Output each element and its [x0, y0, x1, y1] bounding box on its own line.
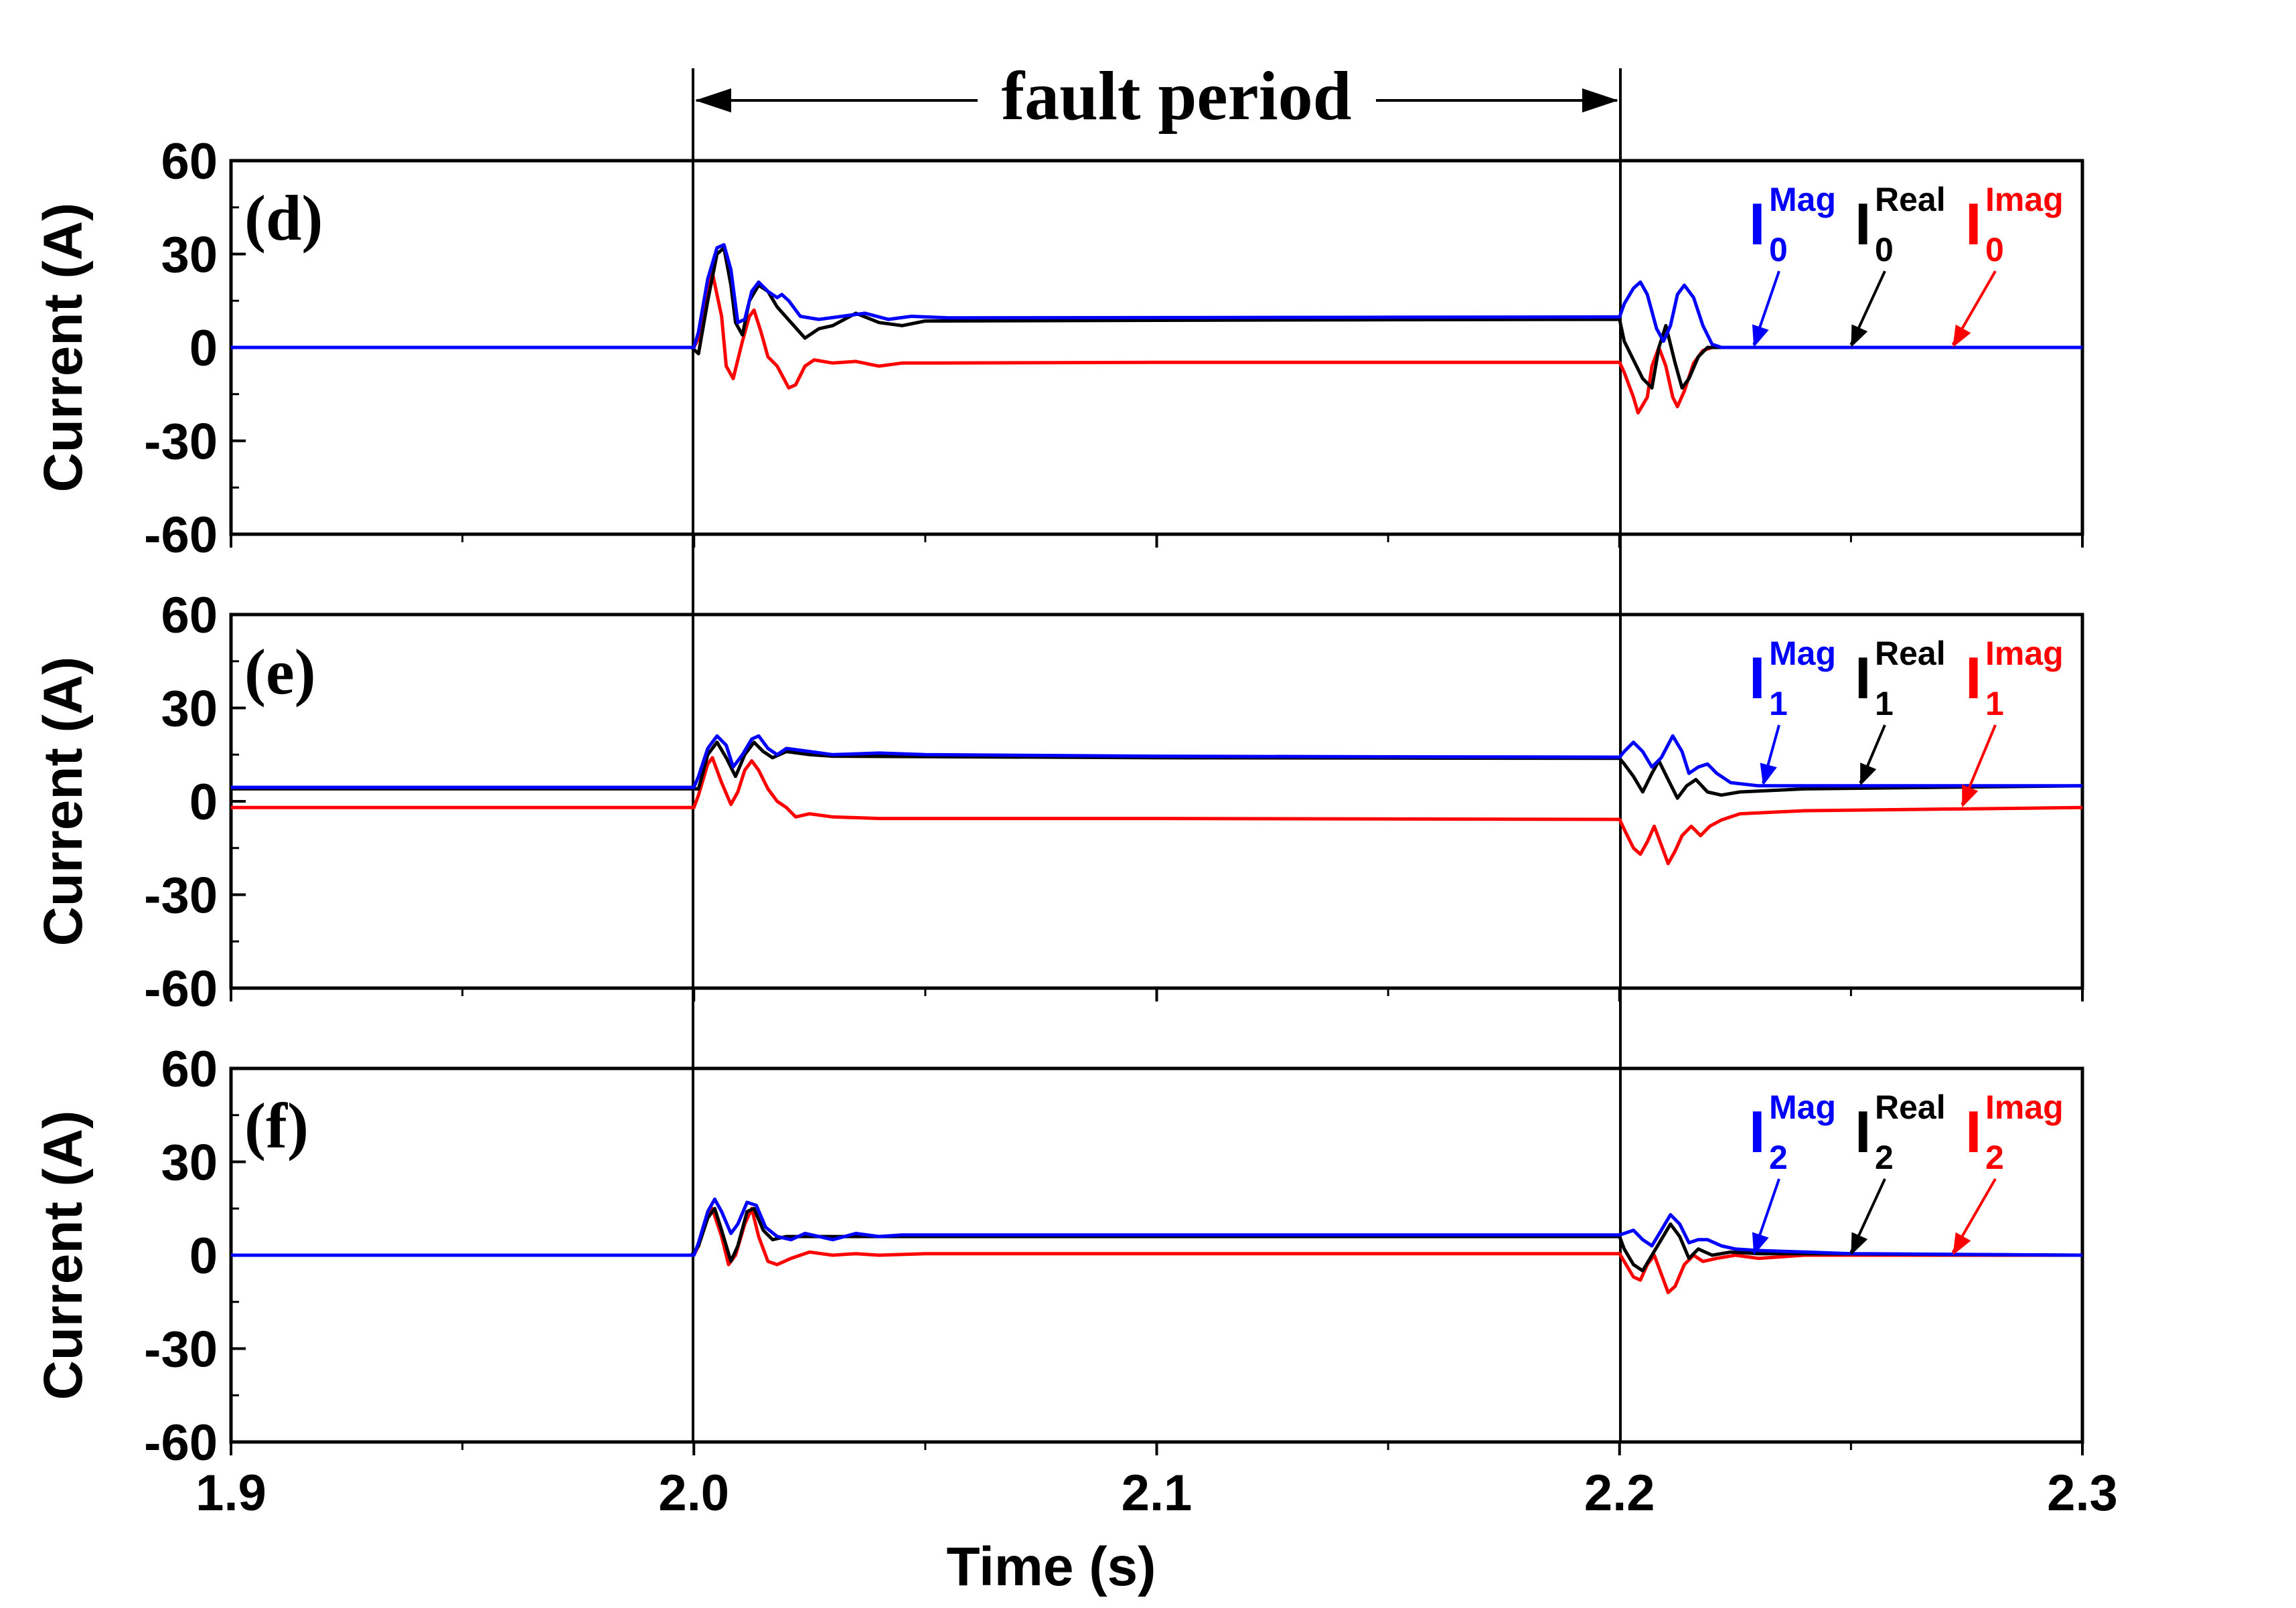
legend-symbol: I [1965, 191, 1981, 257]
y-tick-label: -60 [144, 507, 218, 564]
series-line-mag [231, 1197, 2083, 1257]
legend-subscript: 0 [1985, 231, 2004, 268]
legend-arrow-head [1851, 324, 1868, 347]
legend-mag: I Mag 2 [1749, 1089, 1836, 1255]
legend-superscript: Mag [1769, 635, 1836, 672]
legend-arrow-head [1752, 1232, 1769, 1255]
series-line-real [231, 1206, 2083, 1273]
y-tick-label: 0 [189, 1228, 218, 1285]
legend-arrow-head [1860, 762, 1877, 786]
y-tick-label: -30 [144, 868, 218, 924]
series-line-mag [231, 243, 2082, 349]
y-tick-label: 30 [161, 681, 218, 738]
legend-symbol: I [1749, 1099, 1765, 1165]
legend-arrow-head [1752, 324, 1769, 347]
y-tick-label: -30 [144, 414, 218, 471]
legend-real: I Real 2 [1849, 1089, 1946, 1255]
legend-subscript: 1 [1985, 685, 2004, 722]
fault-period-annotation: fault period [692, 58, 1622, 1443]
legend-arrow-head [1953, 1232, 1971, 1255]
legend-subscript: 0 [1875, 231, 1894, 268]
y-tick-label: -60 [144, 961, 218, 1018]
y-tick-label: 60 [161, 587, 218, 644]
legend-symbol: I [1749, 645, 1765, 711]
legend-arrow-head [1760, 762, 1777, 786]
y-tick-label: 60 [161, 133, 218, 190]
x-tick-label: 2.0 [658, 1465, 729, 1522]
x-tick-labels: 1.9 2.0 2.1 2.2 2.3 [196, 1465, 2118, 1522]
series-line-mag [231, 734, 2082, 789]
legend-subscript: 0 [1769, 231, 1788, 268]
legend-superscript: Mag [1769, 181, 1836, 218]
series-line-real [231, 740, 2083, 800]
x-tick-label: 2.2 [1584, 1465, 1655, 1522]
legend-superscript: Real [1875, 1089, 1946, 1126]
legend-mag: I Mag 1 [1749, 635, 1836, 786]
x-tick-label: 1.9 [196, 1465, 266, 1522]
legend-imag: I Imag 1 [1961, 635, 2064, 808]
panel-label: (f) [244, 1090, 309, 1161]
legend-subscript: 1 [1875, 685, 1894, 722]
x-axis-title: Time (s) [947, 1536, 1156, 1597]
y-tick-label: -30 [144, 1321, 218, 1378]
legend-subscript: 2 [1769, 1139, 1788, 1176]
y-tick-label: 30 [161, 1135, 218, 1192]
y-tick-label: 60 [161, 1041, 218, 1098]
y-tick-label: 0 [189, 320, 218, 377]
legend-superscript: Mag [1769, 1089, 1836, 1126]
y-tick-label: -60 [144, 1415, 218, 1471]
legend-arrow-head [1851, 1232, 1868, 1255]
legend-arrow-head [1962, 784, 1979, 808]
legend-mag: I Mag 0 [1749, 181, 1836, 347]
legend-symbol: I [1749, 191, 1765, 257]
fault-arrow-right-head [1582, 88, 1618, 112]
legend-symbol: I [1855, 645, 1871, 711]
legend-superscript: Imag [1985, 1089, 2064, 1126]
x-tick-label: 2.1 [1122, 1465, 1193, 1522]
legend-superscript: Real [1875, 635, 1946, 672]
legend-subscript: 1 [1769, 685, 1788, 722]
legend-imag: I Imag 2 [1951, 1089, 2064, 1255]
y-axis-title: Current (A) [33, 203, 94, 493]
legend-real: I Real 0 [1849, 181, 1946, 347]
legend-real: I Real 1 [1855, 635, 1946, 786]
fault-arrow-left-head [695, 88, 731, 112]
legend-symbol: I [1965, 645, 1981, 711]
legend-symbol: I [1965, 1099, 1981, 1165]
y-tick-label: 0 [189, 774, 218, 831]
legend-superscript: Imag [1985, 181, 2064, 218]
legend-symbol: I [1855, 191, 1871, 257]
legend-subscript: 2 [1985, 1139, 2004, 1176]
fault-period-label: fault period [1002, 58, 1352, 135]
y-axis-title: Current (A) [33, 657, 94, 947]
legend-imag: I Imag 0 [1951, 181, 2064, 347]
x-tick-label: 2.3 [2047, 1465, 2118, 1522]
series-line-imag [231, 756, 2083, 866]
legend-symbol: I [1855, 1099, 1871, 1165]
legend-arrow-head [1953, 324, 1971, 347]
y-tick-label: 30 [161, 227, 218, 284]
panel-label: (d) [244, 182, 323, 254]
legend-superscript: Real [1875, 181, 1946, 218]
y-axis-title: Current (A) [33, 1111, 94, 1400]
legend-superscript: Imag [1985, 635, 2064, 672]
panel-label: (e) [244, 636, 316, 708]
legend-subscript: 2 [1875, 1139, 1894, 1176]
series-line-imag [231, 270, 2082, 415]
